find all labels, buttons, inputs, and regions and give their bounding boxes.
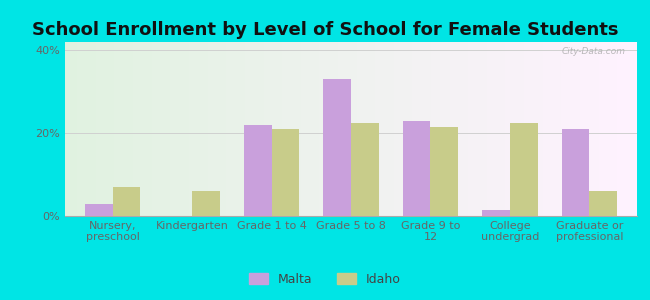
Bar <box>562 129 590 216</box>
Bar <box>402 121 430 216</box>
Bar <box>112 187 140 216</box>
Bar <box>192 191 220 216</box>
Bar <box>323 79 351 216</box>
Legend: Malta, Idaho: Malta, Idaho <box>244 268 406 291</box>
Bar <box>482 210 510 216</box>
Bar <box>272 129 300 216</box>
Bar <box>351 123 379 216</box>
Bar <box>590 191 617 216</box>
Bar <box>85 204 112 216</box>
Text: City-Data.com: City-Data.com <box>562 47 625 56</box>
Bar <box>244 125 272 216</box>
Bar <box>510 123 538 216</box>
Bar <box>430 127 458 216</box>
Text: School Enrollment by Level of School for Female Students: School Enrollment by Level of School for… <box>32 21 618 39</box>
